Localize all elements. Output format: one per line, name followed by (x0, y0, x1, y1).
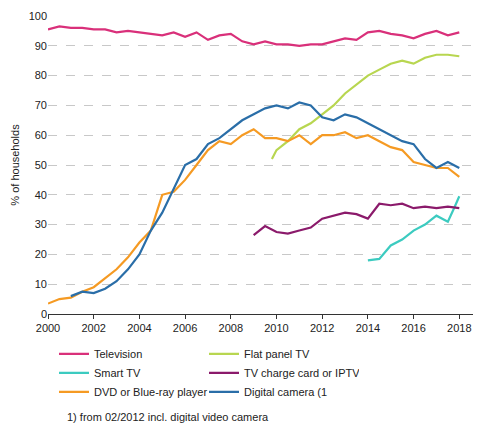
svg-text:40: 40 (35, 189, 47, 201)
svg-text:2002: 2002 (81, 322, 105, 334)
svg-text:% of households: % of households (9, 124, 21, 206)
svg-text:2012: 2012 (310, 322, 334, 334)
svg-text:2000: 2000 (36, 322, 60, 334)
svg-text:Smart TV: Smart TV (94, 367, 141, 379)
svg-text:2014: 2014 (356, 322, 380, 334)
svg-text:60: 60 (35, 129, 47, 141)
svg-text:2006: 2006 (173, 322, 197, 334)
svg-text:50: 50 (35, 159, 47, 171)
svg-text:2010: 2010 (264, 322, 288, 334)
svg-text:20: 20 (35, 248, 47, 260)
svg-text:90: 90 (35, 40, 47, 52)
svg-text:0: 0 (41, 308, 47, 320)
svg-text:Television: Television (94, 348, 142, 360)
svg-text:80: 80 (35, 69, 47, 81)
svg-text:1) from 02/2012 incl. digital: 1) from 02/2012 incl. digital video came… (67, 411, 269, 423)
svg-text:70: 70 (35, 99, 47, 111)
svg-text:Digital camera (1: Digital camera (1 (244, 386, 327, 398)
svg-text:10: 10 (35, 278, 47, 290)
svg-text:DVD or Blue-ray player: DVD or Blue-ray player (94, 386, 207, 398)
svg-text:TV charge card or IPTV: TV charge card or IPTV (244, 367, 359, 379)
svg-text:Flat panel TV: Flat panel TV (244, 348, 310, 360)
svg-text:2004: 2004 (127, 322, 151, 334)
svg-text:2016: 2016 (401, 322, 425, 334)
svg-text:30: 30 (35, 218, 47, 230)
svg-text:2008: 2008 (219, 322, 243, 334)
svg-text:100: 100 (29, 10, 47, 22)
svg-text:2018: 2018 (447, 322, 471, 334)
